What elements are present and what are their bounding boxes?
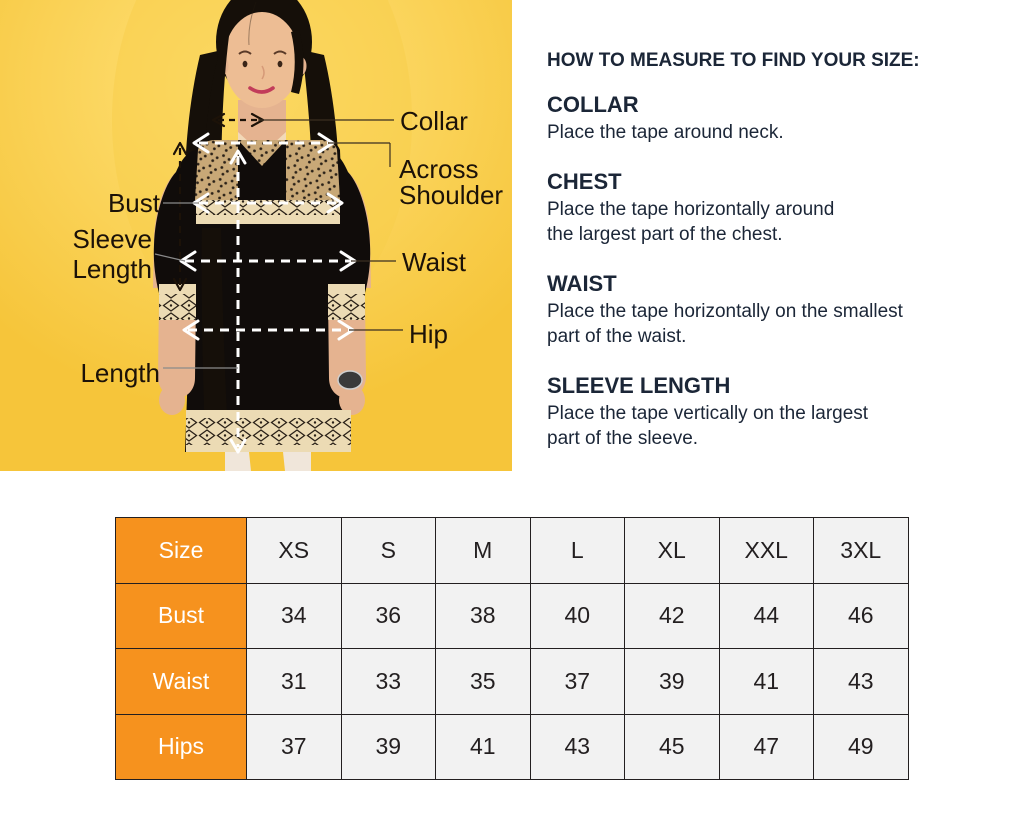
svg-text:Bust: Bust [108, 188, 161, 218]
svg-text:Length: Length [72, 254, 152, 284]
svg-text:Length: Length [80, 358, 160, 388]
svg-text:Collar: Collar [400, 106, 468, 136]
svg-text:Waist: Waist [402, 247, 467, 277]
svg-text:Sleeve: Sleeve [73, 224, 153, 254]
svg-text:Hip: Hip [409, 319, 448, 349]
svg-text:Shoulder: Shoulder [399, 180, 503, 210]
